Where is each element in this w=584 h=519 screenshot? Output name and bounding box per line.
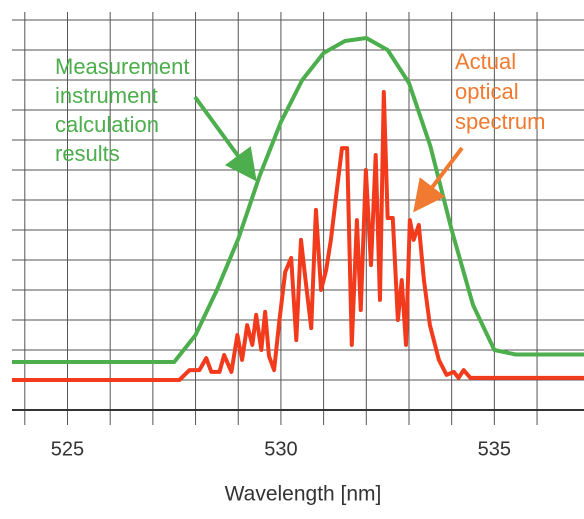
annotation: calculation: [55, 112, 159, 137]
annotation: optical: [455, 79, 519, 104]
x-tick-label: 535: [478, 438, 511, 460]
lines: [12, 36, 584, 382]
annotation: results: [55, 141, 120, 166]
x-tick-label: 530: [264, 438, 297, 460]
x-axis-label: Wavelength [nm]: [225, 483, 382, 506]
series-line: [12, 90, 584, 382]
annotation: spectrum: [455, 109, 545, 134]
arrow: [413, 146, 464, 213]
x-tick-label: 525: [51, 438, 84, 460]
arrow: [193, 95, 257, 182]
annotation: instrument: [55, 83, 158, 108]
series-line: [12, 36, 584, 364]
annotation: Actual: [455, 49, 516, 74]
annotation: Measurement: [55, 54, 190, 79]
